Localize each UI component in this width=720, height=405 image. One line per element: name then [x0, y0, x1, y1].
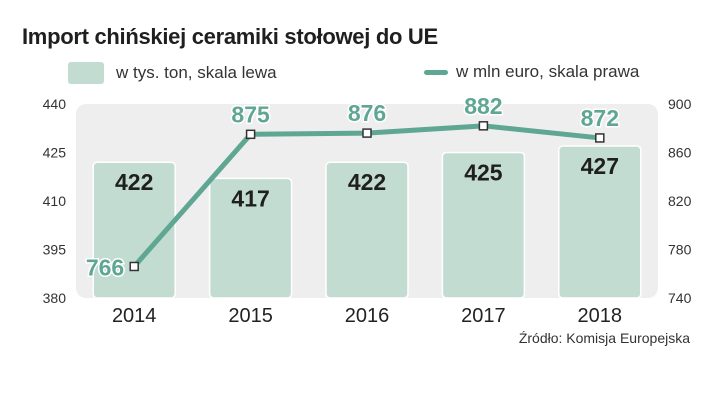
line-point: [362, 128, 372, 138]
y-left-tick-label: 440: [43, 96, 67, 112]
bar-data-label: 427: [581, 153, 619, 179]
y-left-tick-label: 425: [43, 145, 67, 161]
bar: [92, 161, 176, 299]
bar: [558, 145, 642, 299]
legend-item-line: w mln euro, skala prawa: [424, 62, 639, 82]
x-tick-label: 2014: [112, 305, 157, 327]
x-tick-label: 2015: [228, 305, 273, 327]
legend: w tys. ton, skala lewa w mln euro, skala…: [0, 62, 720, 86]
bar-data-label: 417: [231, 185, 269, 211]
chart-title: Import chińskiej ceramiki stołowej do UE: [22, 24, 438, 49]
legend-swatch-bars: [68, 62, 104, 84]
y-right-tick-label: 820: [668, 193, 692, 209]
bar-data-label: 422: [115, 169, 153, 195]
source-note: Źródło: Komisja Europejska: [518, 330, 690, 346]
line-data-label: 876: [348, 100, 386, 126]
line-data-label: 882: [464, 93, 502, 119]
x-tick-label: 2017: [461, 305, 506, 327]
legend-label-bars: w tys. ton, skala lewa: [116, 63, 277, 82]
y-left-tick-label: 380: [43, 290, 67, 306]
bar-data-label: 425: [464, 160, 503, 186]
y-right-tick-label: 740: [668, 290, 692, 306]
y-right-tick-label: 780: [668, 242, 692, 258]
y-left-tick-label: 395: [43, 242, 67, 258]
legend-item-bars: w tys. ton, skala lewa: [68, 62, 277, 84]
legend-swatch-line: [424, 69, 448, 75]
line-data-label: 766: [86, 254, 124, 280]
bar: [325, 161, 409, 299]
line-data-label: 875: [231, 101, 270, 127]
line-point: [595, 133, 605, 143]
line-data-label: 872: [581, 105, 619, 131]
y-left-tick-label: 410: [43, 193, 67, 209]
x-tick-label: 2018: [578, 305, 623, 327]
x-tick-label: 2016: [345, 305, 390, 327]
line-point: [129, 261, 139, 272]
bar: [208, 177, 293, 299]
line-point: [245, 129, 256, 140]
line-point: [478, 121, 489, 131]
y-right-tick-label: 860: [668, 145, 692, 161]
legend-label-line: w mln euro, skala prawa: [456, 62, 640, 81]
y-right-tick-label: 900: [668, 96, 692, 112]
bar: [441, 151, 526, 299]
bar-data-label: 422: [348, 169, 386, 195]
